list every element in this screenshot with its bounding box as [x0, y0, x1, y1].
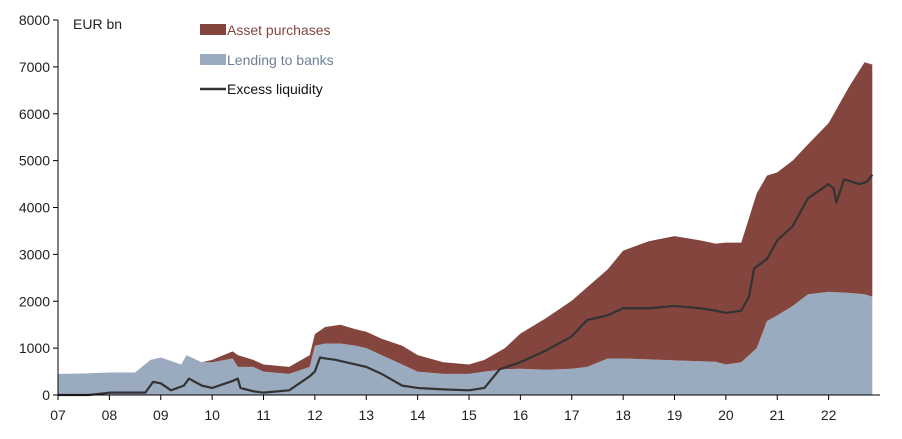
line-series-group — [58, 174, 874, 397]
y-tick-label: 6000 — [19, 106, 50, 122]
plot-area — [58, 62, 874, 397]
x-tick-label: 15 — [461, 407, 477, 423]
y-tick-label: 8000 — [19, 12, 50, 28]
y-tick-group: 0 1000 2000 3000 4000 5000 6000 7000 8000 — [19, 12, 58, 403]
x-tick-label: 18 — [615, 407, 631, 423]
area-lending-to-banks — [58, 291, 873, 395]
x-tick-label: 13 — [358, 407, 374, 423]
x-tick-label: 07 — [50, 407, 66, 423]
y-tick-label: 4000 — [19, 200, 50, 216]
legend-label-excess-liquidity: Excess liquidity — [227, 81, 323, 97]
x-tick-label: 17 — [564, 407, 580, 423]
y-tick-label: 3000 — [19, 246, 50, 262]
legend-label-asset-purchases: Asset purchases — [227, 22, 331, 38]
x-tick-label: 09 — [153, 407, 169, 423]
y-tick-label: 2000 — [19, 293, 50, 309]
x-tick-label: 20 — [718, 407, 734, 423]
y-tick-label: 5000 — [19, 153, 50, 169]
x-tick-label: 16 — [513, 407, 529, 423]
y-tick-label: 7000 — [19, 59, 50, 75]
x-tick-label: 19 — [667, 407, 683, 423]
legend-swatch-asset-purchases — [200, 24, 226, 35]
y-tick-label: 0 — [42, 387, 50, 403]
y-tick-label: 1000 — [19, 340, 50, 356]
legend-swatch-lending-to-banks — [200, 54, 226, 65]
x-tick-group: 07 08 09 10 11 12 13 14 15 16 17 18 19 20 21 22 — [50, 395, 837, 423]
x-tick-label: 22 — [821, 407, 837, 423]
legend: Asset purchases Lending to banks Excess … — [200, 22, 334, 97]
x-tick-label: 12 — [307, 407, 323, 423]
x-tick-label: 14 — [410, 407, 426, 423]
line-excess-liquidity — [58, 174, 874, 397]
y-axis: 0 1000 2000 3000 4000 5000 6000 7000 8000 — [19, 12, 59, 403]
x-tick-label: 21 — [769, 407, 785, 423]
area-series-group — [58, 62, 873, 395]
area-asset-purchases — [58, 62, 873, 374]
x-axis: 07 08 09 10 11 12 13 14 15 16 17 18 19 20 21 22 — [50, 394, 880, 423]
x-tick-label: 08 — [102, 407, 118, 423]
y-unit-label: EUR bn — [73, 16, 122, 32]
x-tick-label: 10 — [204, 407, 220, 423]
legend-label-lending-to-banks: Lending to banks — [227, 52, 334, 68]
x-tick-label: 11 — [256, 407, 271, 423]
